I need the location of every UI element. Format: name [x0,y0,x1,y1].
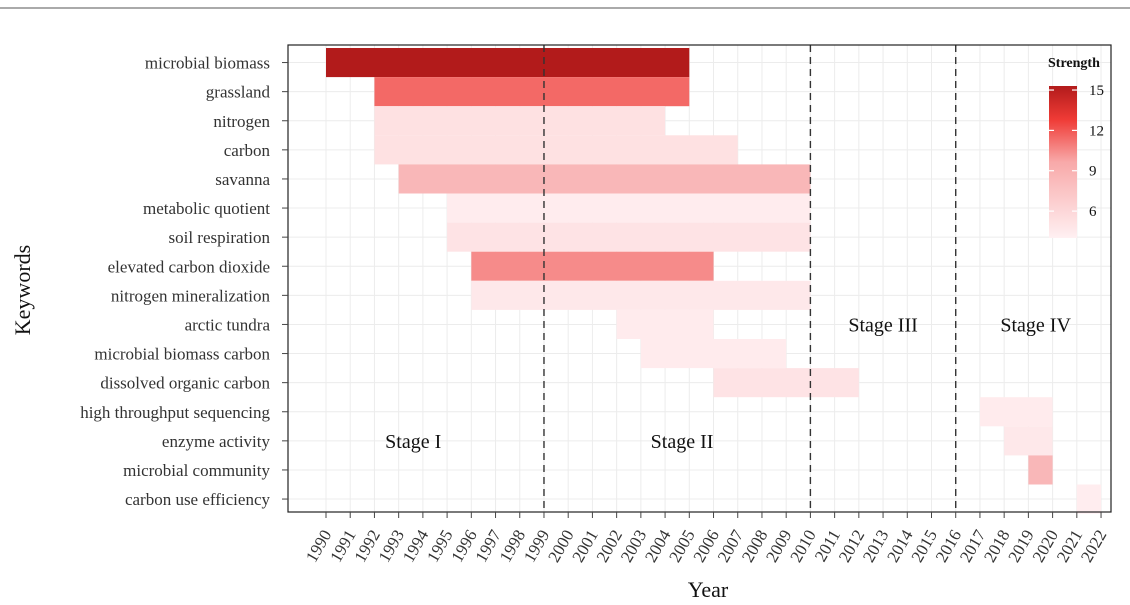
year-label: 2013 [859,527,892,566]
keyword-label: enzyme activity [162,432,271,451]
burst-bar [471,251,714,281]
burst-bar [1004,426,1053,456]
keyword-label: microbial community [123,461,270,480]
legend-tick-label: 6 [1089,204,1097,220]
stage-label: Stage II [651,431,714,453]
year-label: 1990 [302,527,335,566]
year-label: 2006 [690,527,723,566]
year-label: 2022 [1077,527,1110,566]
keyword-label: carbon use efficiency [125,490,271,509]
year-label: 2008 [738,527,771,566]
year-label: 2005 [665,527,698,566]
stage-labels: Stage I Stage II Stage III Stage IV [385,314,1071,452]
keyword-label: dissolved organic carbon [100,374,270,393]
year-labels: 1990199119921993199419951996199719981999… [302,512,1111,566]
keyword-label: metabolic quotient [143,199,270,218]
strength-legend: Strength 15 12 9 6 [1048,56,1104,238]
keyword-label: soil respiration [168,228,270,247]
year-label: 2018 [980,526,1013,565]
stage-label: Stage I [385,431,441,453]
year-label: 2002 [593,527,626,566]
year-label: 1992 [350,527,383,566]
keyword-label: high throughput sequencing [80,403,270,422]
stage-label: Stage III [848,314,917,336]
year-label: 2019 [1004,527,1037,566]
burst-bar [1028,455,1053,485]
stage-dividers [543,45,957,512]
year-label: 1993 [375,527,408,566]
keyword-label: carbon [224,141,271,160]
year-label: 2001 [568,527,601,566]
year-label: 1991 [326,527,359,566]
year-label: 1995 [423,527,456,566]
plot-frame [287,44,1112,513]
x-axis-title: Year [688,577,729,602]
year-label: 1998 [496,527,529,566]
year-label: 2016 [932,527,965,566]
year-label: 2020 [1029,527,1062,566]
burst-bar [326,48,690,78]
year-label: 2003 [617,527,650,566]
legend-title: Strength [1048,56,1100,71]
keyword-label: arctic tundra [185,315,271,334]
legend-tick-label: 9 [1089,164,1097,180]
keyword-label: microbial biomass [145,54,270,73]
legend-tick-label: 15 [1089,83,1104,99]
burst-bar [374,106,666,136]
y-axis-title: Keywords [10,245,35,335]
burst-bar [374,77,690,107]
burst-bar [398,164,811,194]
legend-color-bar [1049,86,1077,238]
legend-tick-label: 12 [1089,123,1104,139]
keyword-label: grassland [206,83,271,102]
burst-bar [979,397,1053,427]
burst-bar [616,309,714,339]
keyword-label: microbial biomass carbon [94,345,270,364]
keyword-label: nitrogen [213,112,270,131]
year-label: 2015 [908,527,941,566]
burst-bar [374,135,738,165]
burst-bar [447,193,811,223]
keyword-labels: microbial biomass grassland nitrogen carbon… [80,54,288,509]
stage-label: Stage IV [1000,314,1071,336]
keyword-label: savanna [215,170,270,189]
year-label: 2012 [835,527,868,566]
burst-bar [1076,484,1102,514]
keyword-label: elevated carbon dioxide [108,257,270,276]
burst-bar [640,339,787,369]
keyword-label: nitrogen mineralization [111,286,271,305]
year-label: 2009 [762,527,795,566]
burst-bar [713,368,859,398]
burst-bar [447,222,811,252]
year-label: 2010 [786,527,819,566]
year-label: 2021 [1053,527,1086,566]
burst-bar [471,280,811,310]
year-label: 1996 [447,527,480,566]
year-label: 2000 [544,527,577,566]
burst-bars [326,48,1102,514]
year-label: 1999 [520,527,553,566]
